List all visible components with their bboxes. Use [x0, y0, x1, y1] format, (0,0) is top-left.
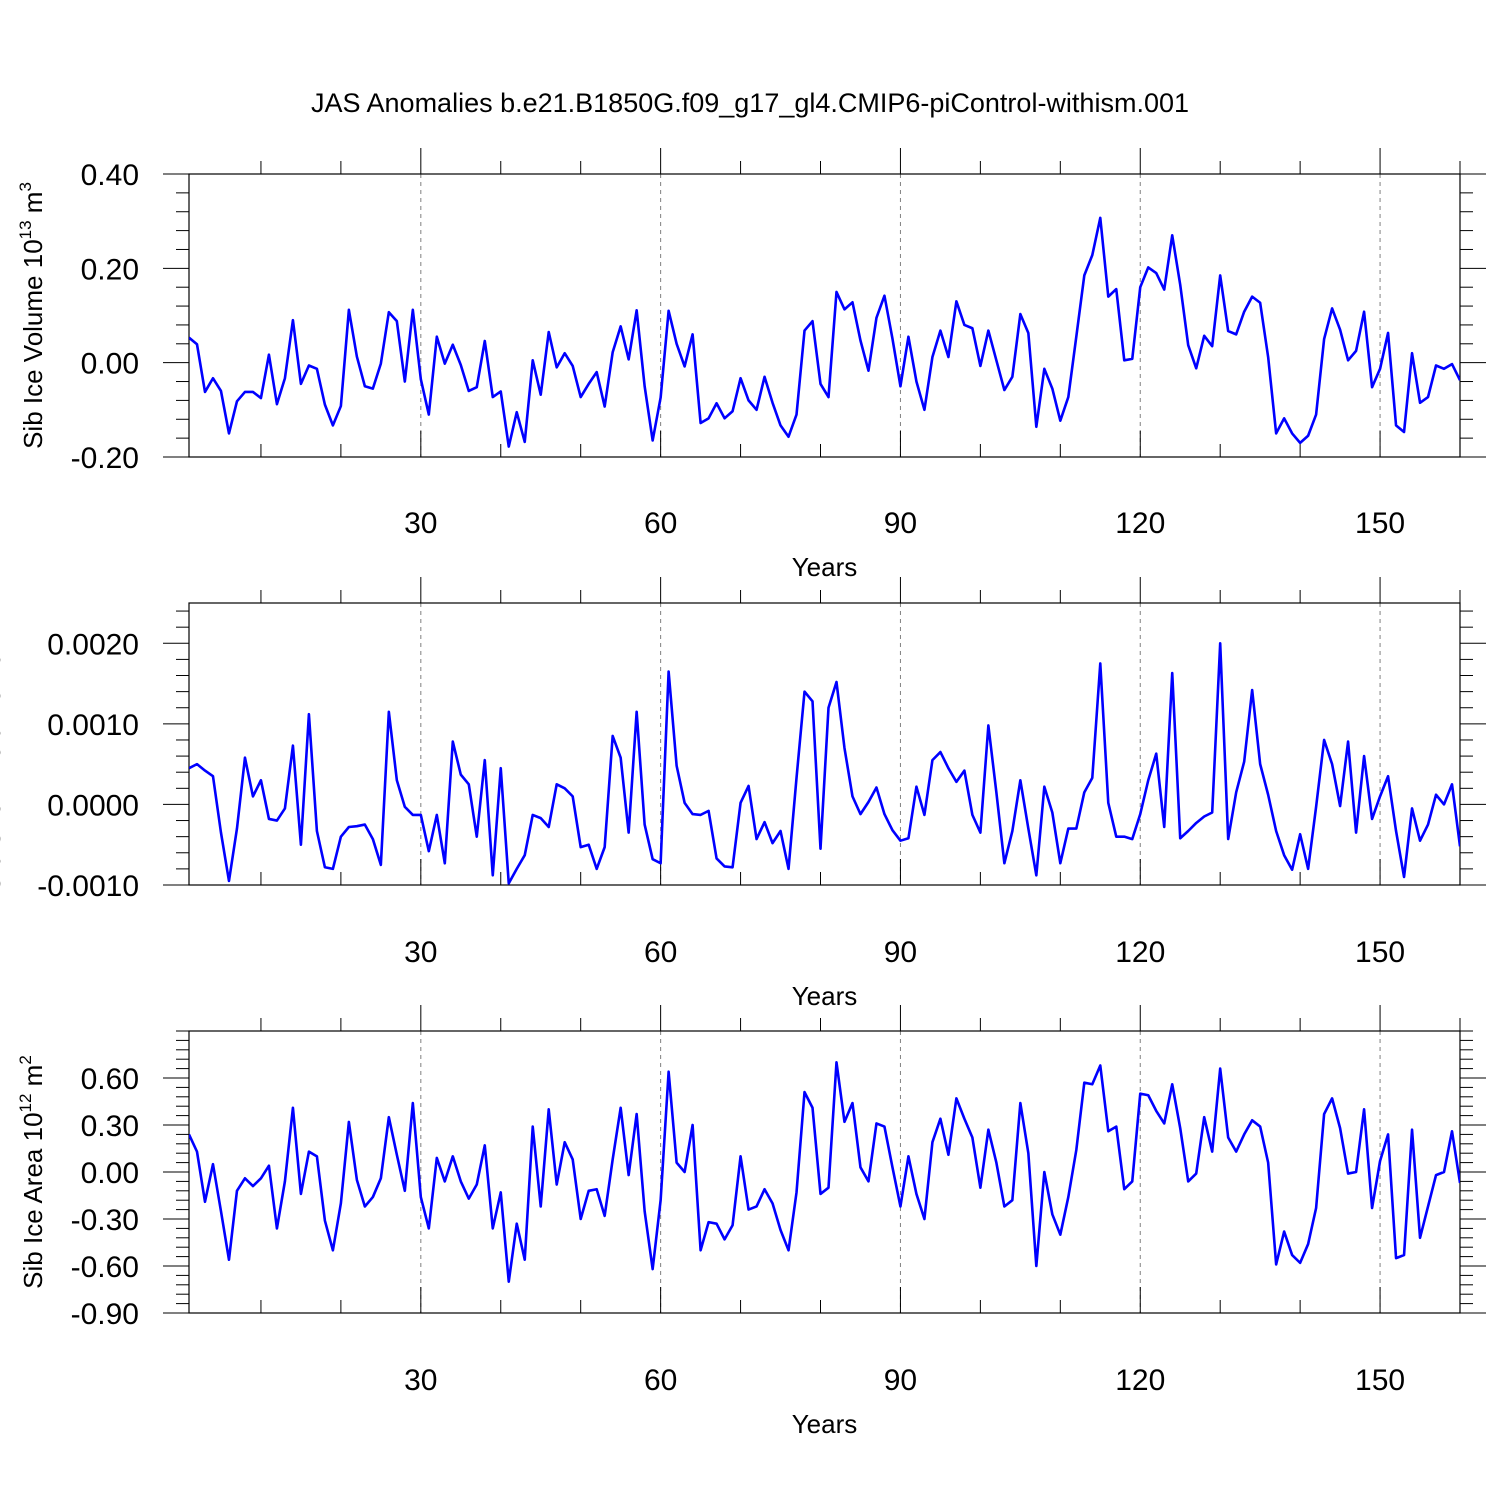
y-axis-label-superscript: 3 [16, 182, 35, 191]
x-tick-label: 30 [404, 936, 437, 969]
y-axis-label-superscript: 13 [16, 220, 35, 239]
y-axis-label-text: m [0, 605, 6, 634]
x-tick-label: 90 [884, 936, 917, 969]
x-tick-label: 30 [404, 507, 437, 540]
y-axis-label: Sib Ice Volume 1013 m3 [16, 182, 48, 449]
x-tick-label: 150 [1355, 936, 1405, 969]
x-tick-label: 120 [1115, 507, 1165, 540]
y-tick-label: -0.90 [71, 1298, 139, 1331]
y-tick-label: -0.30 [71, 1204, 139, 1237]
y-tick-label: 0.0020 [47, 628, 139, 661]
panel-ice-area: -0.90 -0.60 -0.30 0.00 0.30 0.60 30 60 90 120 150 Y… [16, 1005, 1486, 1439]
y-tick-label: 0.00 [81, 1157, 139, 1190]
y-tick-label: 0.60 [81, 1063, 139, 1096]
x-axis-label: Years [792, 1409, 858, 1439]
y-axis-label-superscript: 12 [16, 1094, 35, 1113]
y-tick-label: 0.40 [81, 159, 139, 192]
y-tick-label: 0.0010 [47, 709, 139, 742]
x-axis-label: Years [792, 552, 858, 582]
chart-title: JAS Anomalies b.e21.B1850G.f09_g17_gl4.C… [311, 88, 1189, 118]
x-tick-label: 150 [1355, 507, 1405, 540]
x-tick-label: 60 [644, 507, 677, 540]
series-line [189, 641, 1460, 885]
x-tick-label: 60 [644, 1364, 677, 1397]
x-tick-label: 90 [884, 1364, 917, 1397]
y-axis-label-text: Sib Snow Volume 10 [0, 653, 6, 893]
y-tick-label: 0.0000 [47, 789, 139, 822]
plot-frame [188, 1030, 1461, 1314]
y-axis-label-text: Sib Ice Area 10 [18, 1112, 48, 1288]
y-tick-label: 0.20 [81, 253, 139, 286]
series-line [189, 216, 1460, 448]
y-axis-label-text: Sib Ice Volume 10 [18, 239, 48, 449]
y-tick-label: -0.60 [71, 1251, 139, 1284]
y-axis-label: Sib Ice Area 1012 m2 [16, 1055, 48, 1289]
x-tick-label: 90 [884, 507, 917, 540]
x-tick-label: 60 [644, 936, 677, 969]
y-tick-label: 0.00 [81, 348, 139, 381]
x-tick-label: 120 [1115, 936, 1165, 969]
y-axis-label: Sib Snow Volume 1013 m3 [0, 595, 6, 892]
x-tick-label: 120 [1115, 1364, 1165, 1397]
plot-frame [188, 173, 1461, 458]
panel-snow-volume: -0.0010 0.0000 0.0010 0.0020 30 60 90 120 150 Yea… [0, 577, 1486, 1011]
y-axis-label-superscript: 2 [16, 1055, 35, 1064]
series-line [189, 1061, 1460, 1283]
plot-frame [188, 602, 1461, 886]
panel-ice-volume: -0.20 0.00 0.20 0.40 30 60 90 120 150 Years Sib Ic… [16, 148, 1486, 582]
y-tick-label: -0.20 [71, 442, 139, 475]
x-tick-label: 30 [404, 1364, 437, 1397]
y-tick-label: 0.30 [81, 1110, 139, 1143]
x-axis-label: Years [792, 981, 858, 1011]
y-axis-label-text: m [18, 1065, 48, 1094]
x-tick-label: 150 [1355, 1364, 1405, 1397]
y-tick-label: -0.0010 [37, 870, 139, 903]
y-axis-label-text: m [18, 192, 48, 221]
